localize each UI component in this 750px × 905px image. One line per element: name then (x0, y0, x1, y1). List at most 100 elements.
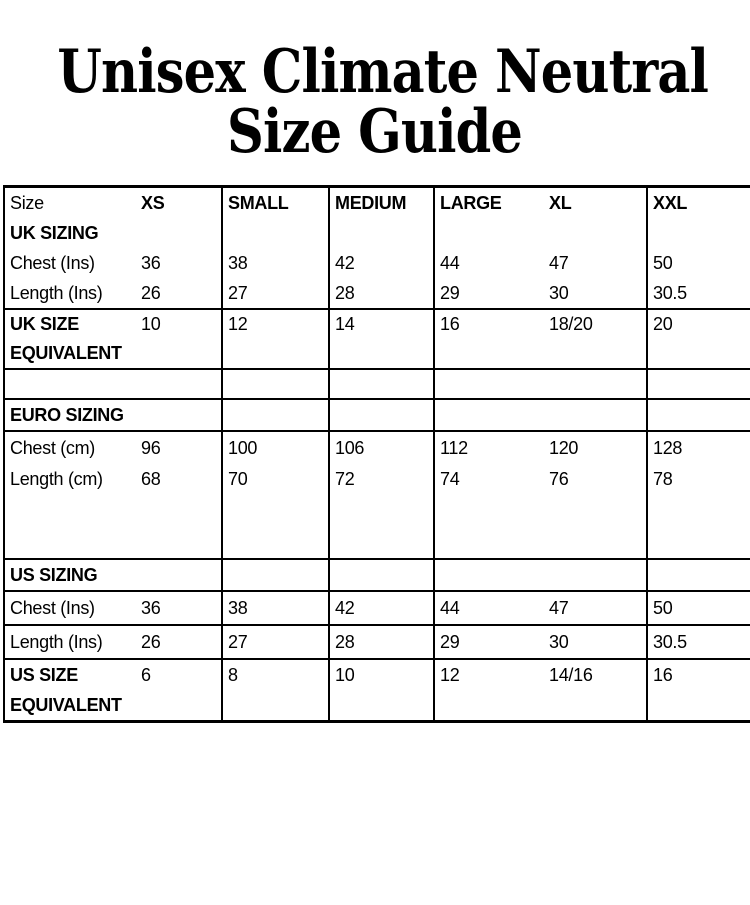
uk-length-label: Length (Ins) (10, 283, 103, 303)
col-header-size: Size (10, 193, 44, 213)
cell-value: 29 (440, 632, 460, 652)
cell-value: 12 (228, 314, 248, 334)
euro-length-medium: 72 (335, 469, 355, 489)
uk-col-small: SMALL 38 27 (222, 186, 330, 309)
uk-equivalent-label-cell: UK SIZE EQUIVALENT (4, 308, 136, 369)
page-title-line1: Unisex Climate Neutral (0, 42, 750, 102)
cell-value: 28 (335, 632, 355, 652)
empty-cell (222, 368, 330, 399)
uk-col-large: LARGE 44 29 (434, 187, 544, 310)
euro-spacer (10, 494, 136, 558)
us-length-label-cell: Length (Ins) (4, 624, 136, 659)
us-equivalent-large: 12 (434, 658, 544, 722)
empty-cell (329, 368, 435, 399)
euro-length-label: Length (cm) (10, 469, 103, 489)
cell-value: 20 (653, 314, 673, 334)
cell-value: 30.5 (653, 632, 687, 652)
uk-equivalent-row: UK SIZE EQUIVALENT 10 12 14 16 18/20 20 (4, 308, 750, 369)
us-chest-medium: 42 (329, 590, 435, 625)
euro-section-label-cell: EURO SIZING (4, 398, 136, 431)
uk-chest-xxl: 50 (653, 253, 673, 273)
uk-col-xl: XL 47 30 (544, 186, 648, 309)
euro-length-large: 74 (440, 469, 460, 489)
uk-length-medium: 28 (335, 283, 355, 303)
cell-value: 16 (440, 314, 460, 334)
euro-col-xs: 96 68 (136, 430, 223, 559)
empty-cell (136, 368, 223, 399)
euro-col-large: 112 74 (434, 430, 544, 559)
empty-cell (222, 558, 330, 591)
empty-cell (647, 558, 750, 591)
size-guide-table: Size UK SIZING Chest (Ins) Length (Ins) … (3, 185, 750, 723)
euro-col-small: 100 70 (222, 430, 330, 559)
us-length-xs: 26 (136, 624, 223, 659)
cell-value: 18/20 (549, 314, 593, 334)
uk-equivalent-small: 12 (222, 308, 330, 369)
cell-value: 16 (653, 665, 673, 685)
us-length-xl: 30 (544, 624, 648, 659)
empty-cell (647, 398, 750, 431)
uk-equivalent-xxl: 20 (647, 308, 750, 369)
us-equivalent-xxl: 16 (647, 658, 750, 722)
cell-value: 27 (228, 632, 248, 652)
col-header-small: SMALL (228, 193, 289, 213)
euro-col-xl: 120 76 (544, 430, 648, 559)
us-length-row: Length (Ins) 26 27 28 29 30 30.5 (4, 624, 750, 659)
uk-length-large: 29 (440, 283, 460, 303)
empty-cell (434, 368, 544, 399)
uk-chest-medium: 42 (335, 253, 355, 273)
euro-chest-label: Chest (cm) (10, 438, 96, 458)
col-header-xxl: XXL (653, 193, 688, 213)
euro-col-medium: 106 72 (329, 430, 435, 559)
empty-cell (4, 368, 136, 399)
cell-value: 10 (335, 665, 355, 685)
uk-equivalent-xl: 18/20 (544, 308, 648, 369)
cell-value: 50 (653, 598, 673, 618)
us-length-medium: 28 (329, 624, 435, 659)
cell-value: 30 (549, 632, 569, 652)
empty-cell (141, 218, 220, 248)
us-chest-large: 44 (434, 590, 544, 625)
cell-value: 42 (335, 598, 355, 618)
col-header-medium: MEDIUM (335, 193, 407, 213)
uk-length-xs: 26 (141, 283, 161, 303)
uk-equivalent-large: 16 (434, 308, 544, 369)
empty-cell (136, 558, 223, 591)
cell-value: 14/16 (549, 665, 593, 685)
uk-length-xl: 30 (549, 283, 569, 303)
cell-value: 38 (228, 598, 248, 618)
us-length-xxl: 30.5 (647, 624, 750, 659)
empty-cell (549, 218, 645, 248)
uk-col-xs: XS 36 26 (136, 186, 223, 309)
euro-chest-xs: 96 (141, 438, 161, 458)
us-length-label: Length (Ins) (10, 632, 103, 652)
cell-value: 44 (440, 598, 460, 618)
us-equivalent-xs: 6 (136, 658, 223, 722)
empty-cell (136, 398, 223, 431)
cell-value: 36 (141, 598, 161, 618)
us-chest-xs: 36 (136, 590, 223, 625)
us-chest-small: 38 (222, 590, 330, 625)
empty-cell (544, 368, 648, 399)
cell-value: 47 (549, 598, 569, 618)
us-section-label: US SIZING (10, 565, 98, 585)
uk-equivalent-xs: 10 (136, 308, 223, 369)
us-chest-label: Chest (Ins) (10, 598, 95, 618)
empty-cell (434, 398, 544, 431)
uk-col-xxl: XXL 50 30.5 (647, 187, 750, 310)
uk-length-xxl: 30.5 (653, 283, 687, 303)
us-equivalent-medium: 10 (329, 658, 435, 722)
us-equivalent-label-line2: EQUIVALENT (10, 695, 122, 715)
euro-section-row: Chest (cm) Length (cm) 96 68 100 70 106 … (4, 430, 750, 559)
uk-label-cell: Size UK SIZING Chest (Ins) Length (Ins) (4, 187, 136, 310)
cell-value: 10 (141, 314, 161, 334)
spacer-row (4, 368, 750, 399)
us-section-label-cell: US SIZING (4, 558, 136, 591)
us-chest-xl: 47 (544, 590, 648, 625)
euro-col-xxl: 128 78 (647, 430, 750, 559)
uk-section-label: UK SIZING (10, 223, 99, 243)
size-guide-page: Unisex Climate Neutral Size Guide Size U… (0, 42, 750, 905)
page-title-line2-text: Size Guide (227, 97, 523, 167)
uk-chest-label: Chest (Ins) (10, 253, 95, 273)
uk-length-small: 27 (228, 283, 248, 303)
